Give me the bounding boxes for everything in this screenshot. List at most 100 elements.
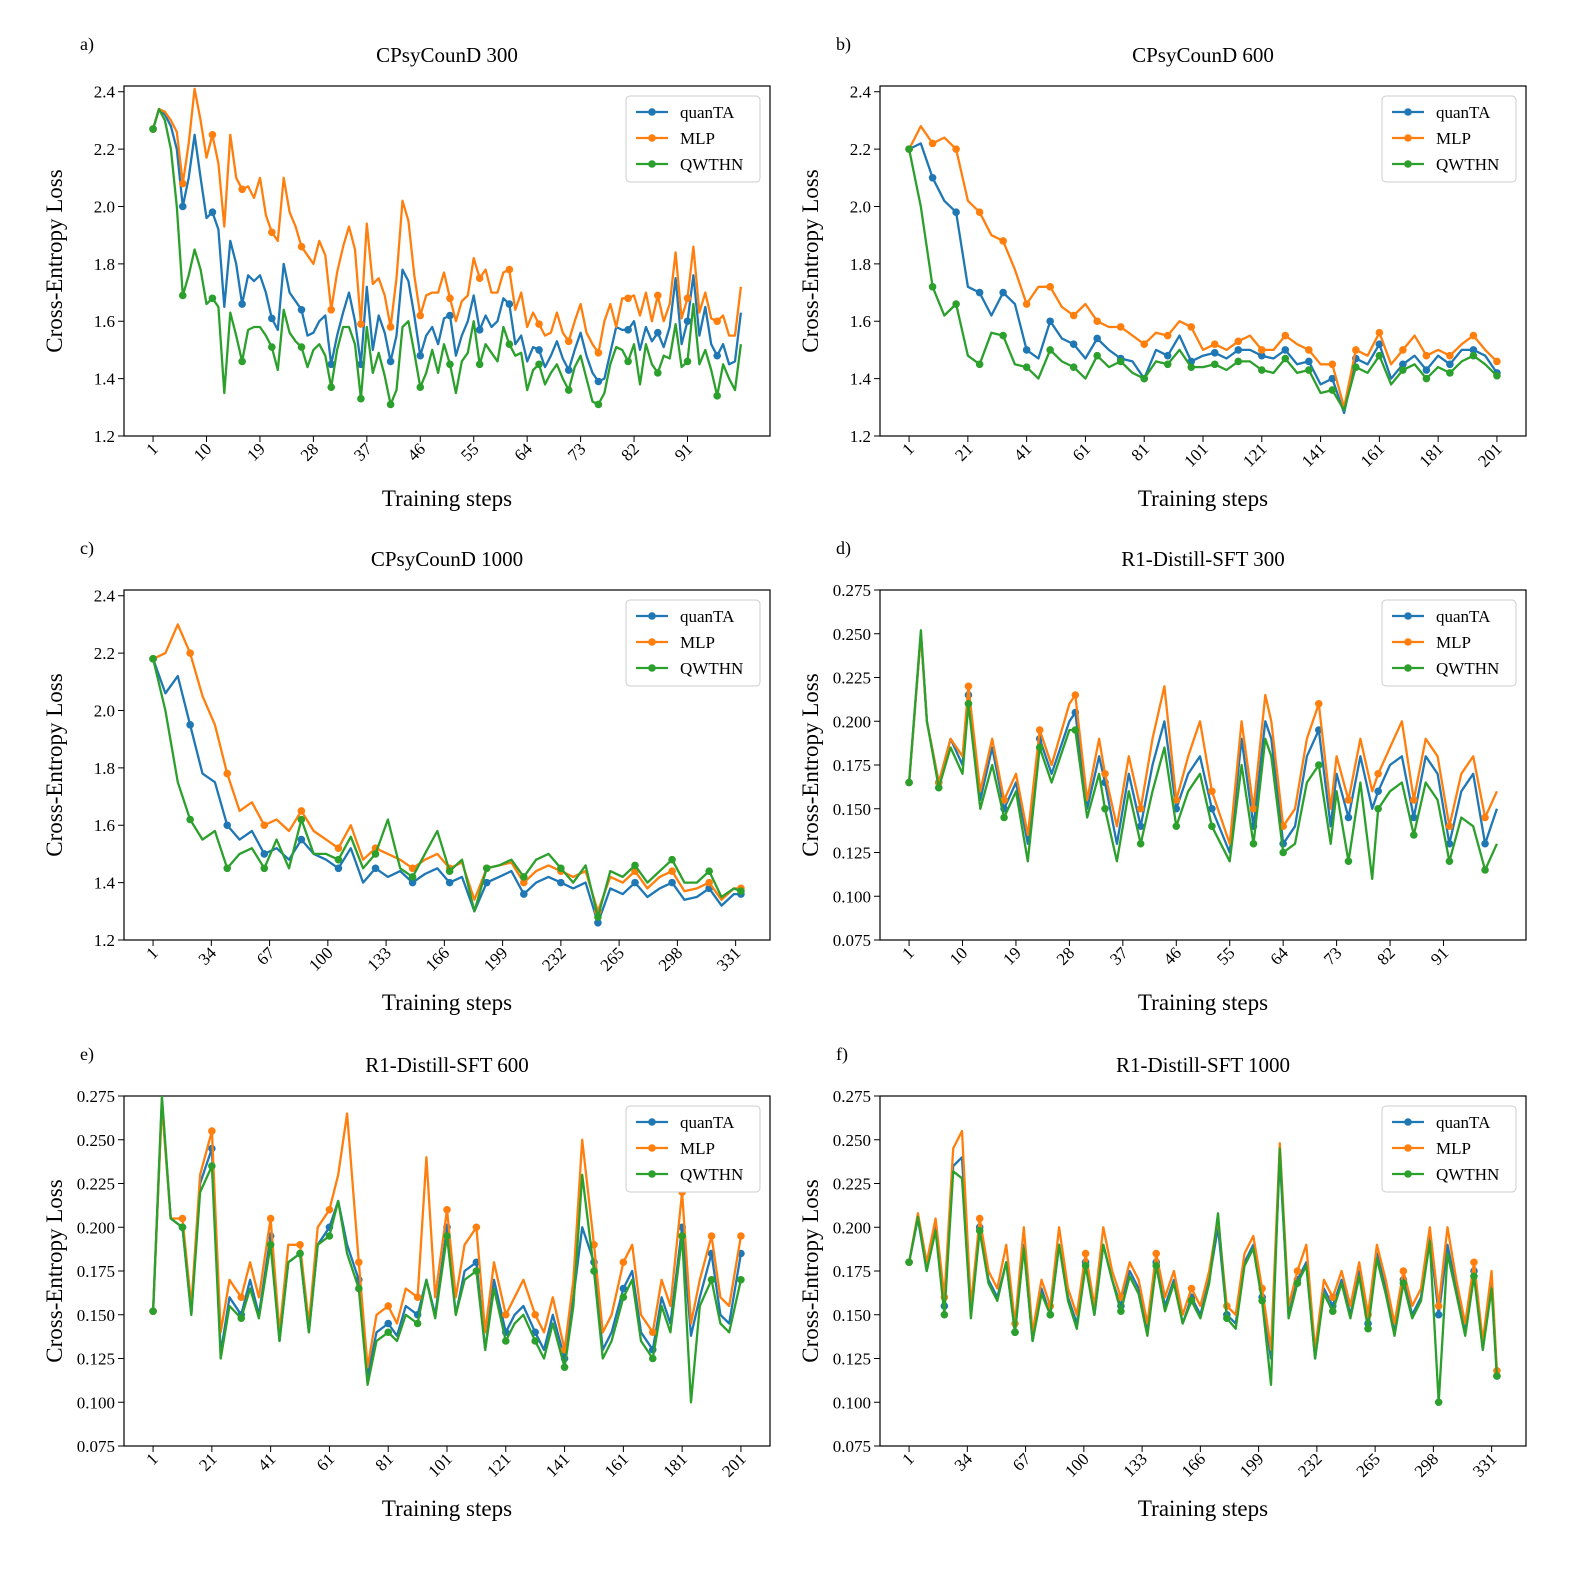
data-point [594,913,602,921]
data-point [1000,813,1008,822]
data-point [268,228,276,237]
x-tick-label: 10 [946,943,971,968]
legend-label: MLP [1436,633,1471,652]
data-point [208,294,217,303]
data-point [1210,360,1219,369]
data-point [1445,857,1454,866]
legend-label: QWTHN [1436,1165,1499,1184]
y-tick-label: 1.8 [94,255,115,274]
data-point [260,864,269,873]
legend-label: quanTA [1436,1113,1491,1132]
legend-box [1381,599,1517,687]
legend-label: quanTA [680,607,735,626]
y-tick-label: 0.175 [833,756,871,775]
y-tick-label: 1.6 [94,312,115,331]
data-point [1409,796,1418,804]
legend-label: QWTHN [680,155,743,174]
data-point [149,1307,157,1316]
data-point [1035,726,1044,734]
data-point [952,300,960,308]
panel-label: d) [836,538,851,559]
data-point [178,179,187,188]
data-point [208,1162,216,1170]
y-tick-label: 0.225 [833,669,871,688]
legend-label: quanTA [1436,607,1491,626]
data-point [619,1258,628,1267]
data-point [624,294,632,303]
data-point [408,878,417,887]
data-point [1117,1307,1125,1316]
data-point [1071,726,1080,734]
series-line-QWTHN [907,1147,1499,1404]
x-tick-label: 298 [1411,1449,1442,1480]
data-point [1101,769,1109,778]
y-tick-label: 0.200 [833,712,871,731]
x-tick-label: 67 [1009,1449,1035,1475]
data-point [683,317,692,326]
data-point [594,918,602,927]
legend-label: QWTHN [1436,155,1499,174]
chart-title: CPsyCounD 600 [1132,43,1274,67]
data-point [535,320,543,328]
data-point [1434,1302,1443,1310]
data-point [1208,787,1216,796]
chart-panel: c) CPsyCounD 1000 1.2 1.4 1.6 1.8 2.0 2.2 2.4 1 34… [42,538,771,1015]
x-tick-label: 28 [297,439,322,464]
panel-label: c) [80,538,94,559]
legend-label: MLP [680,633,715,652]
y-tick-label: 2.2 [850,140,871,159]
data-point [1399,346,1407,354]
data-point [594,349,603,357]
legend-marker [648,1144,656,1152]
data-point [1328,374,1337,383]
data-point [1446,369,1454,377]
y-tick-label: 2.0 [850,197,871,216]
x-tick-label: 34 [951,1449,977,1475]
data-point [1081,1261,1090,1270]
legend: quanTA MLP QWTHN [625,599,761,687]
data-point [371,850,380,858]
data-point [668,878,676,887]
plot-area [905,1129,1501,1407]
data-point [1022,363,1031,371]
data-point [1470,1272,1478,1281]
data-point [1374,787,1382,796]
series-line-MLP [151,87,743,354]
data-point [1210,340,1219,348]
y-tick-label: 0.250 [833,625,871,644]
data-point [1234,337,1243,346]
data-point [1187,1284,1196,1293]
data-point [557,878,565,887]
data-point [940,1310,949,1319]
data-point [653,328,662,337]
data-point [505,300,514,308]
x-tick-label: 181 [1416,439,1447,470]
data-point [1249,839,1258,848]
data-point [624,326,632,334]
data-point [1409,813,1418,822]
y-tick-label: 0.075 [833,1437,871,1456]
y-tick-label: 1.4 [94,370,116,389]
legend-marker [1404,1118,1412,1126]
y-tick-label: 0.275 [77,1087,115,1106]
data-point [475,360,484,369]
legend-marker [648,160,656,168]
data-point [260,821,269,830]
y-tick-label: 0.175 [77,1262,115,1281]
x-tick-label: 81 [1128,439,1153,464]
data-point [408,864,417,873]
y-tick-label: 1.6 [94,816,115,835]
x-tick-label: 166 [422,943,453,974]
data-point [482,864,491,873]
data-point [416,311,425,320]
data-point [975,360,984,369]
data-point [1469,346,1478,354]
data-point [208,1127,216,1135]
x-tick-label: 21 [195,1449,220,1474]
x-tick-label: 121 [1239,439,1270,470]
legend: quanTA MLP QWTHN [625,1105,761,1193]
data-point [1374,804,1382,813]
data-point [590,1267,598,1275]
data-point [501,1337,510,1345]
